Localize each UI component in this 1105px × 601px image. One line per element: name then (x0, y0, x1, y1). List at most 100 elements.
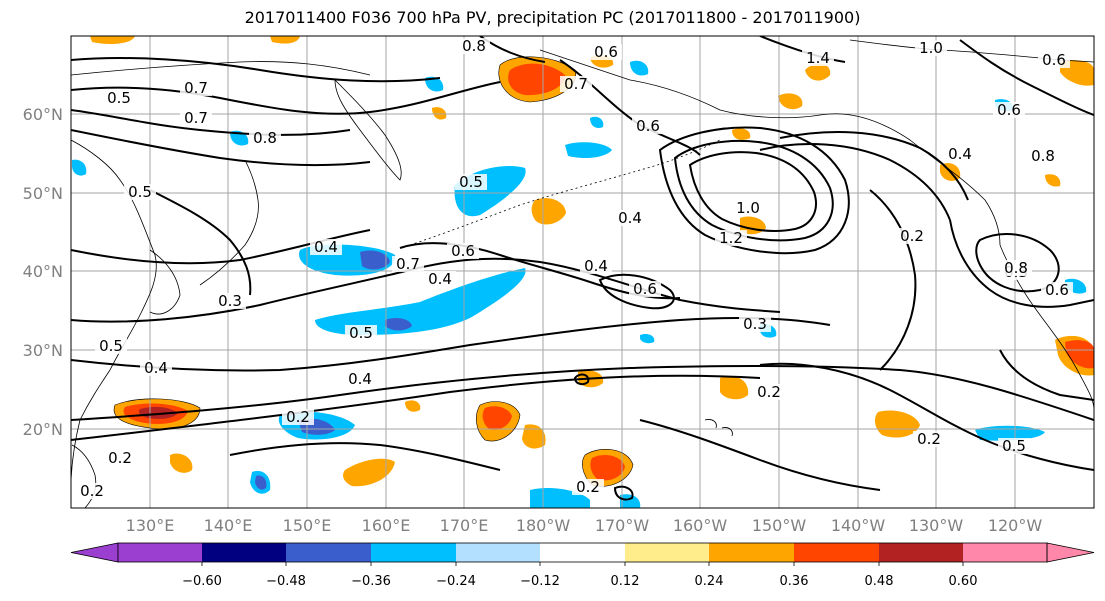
longitude-label: 130°E (126, 516, 175, 535)
contour-label: 0.8 (1004, 259, 1028, 277)
precip-positive-region (432, 107, 447, 120)
contour-label-bg (1041, 282, 1073, 298)
longitude-label: 160°E (362, 516, 411, 535)
colorbar-extend-max (1046, 542, 1095, 563)
precip-positive-region (805, 63, 831, 81)
colorbar (70, 542, 1095, 563)
coastline-korea (149, 249, 181, 315)
contour-label: 0.4 (314, 238, 338, 256)
contour-label: 0.5 (349, 324, 373, 342)
pv-contour (71, 57, 441, 83)
latitude-label: 30°N (23, 341, 63, 360)
pv-contour (613, 485, 634, 501)
pv-contour (959, 39, 1094, 116)
contour-label-bg (993, 102, 1025, 118)
precip-negative-region (425, 76, 444, 92)
contour-label-bg (447, 243, 479, 259)
contour-label: 0.4 (618, 209, 642, 227)
colorbar-segment (794, 543, 879, 562)
colorbar-segment (625, 543, 709, 562)
contour-label-bg (310, 239, 342, 255)
longitude-labels: 130°E 140°E 150°E 160°E 170°E 180°W 170°W 160°W… (126, 516, 1043, 535)
colorbar-tick-label: −0.36 (351, 574, 391, 589)
precip-positive-region (732, 128, 751, 140)
colorbar-tick-label: −0.60 (182, 574, 222, 589)
precipitation-anomaly-fills (72, 36, 1094, 508)
colorbar-tick-label: −0.24 (436, 574, 476, 589)
contour-label-bg (580, 258, 612, 274)
contour-label-bg (739, 316, 771, 332)
contour-label: 0.4 (144, 359, 168, 377)
colorbar-segment (540, 543, 625, 562)
contour-label-bg (1038, 52, 1070, 68)
colorbar-tick-label: −0.48 (266, 574, 306, 589)
map-title: 2017011400 F036 700 hPa PV, precipitatio… (244, 8, 861, 27)
contour-label: 0.6 (1042, 51, 1066, 69)
longitude-label: 150°E (283, 516, 332, 535)
colorbar-segment (879, 543, 963, 562)
contour-label: 0.6 (1045, 281, 1069, 299)
contour-label-bg (944, 146, 976, 162)
precip-negative-region (72, 159, 87, 176)
pv-contour (975, 233, 1060, 293)
contour-label-bg (632, 118, 664, 134)
contour-label: 0.4 (348, 370, 372, 388)
pv-contour (71, 364, 1094, 421)
precip-positive-region (531, 198, 566, 225)
contour-label-bg (572, 479, 604, 495)
contour-label-bg (180, 110, 212, 126)
contour-label-bg (140, 360, 172, 376)
contour-label: 1.0 (736, 199, 760, 217)
contour-label: 1.2 (719, 229, 743, 247)
contour-label: 0.5 (107, 89, 131, 107)
coastline-japan (199, 159, 259, 286)
colorbar-segment (709, 543, 794, 562)
contour-label: 0.2 (108, 449, 132, 467)
precip-positive-region (1045, 174, 1061, 187)
colorbar-segment (118, 543, 202, 562)
map-frame (70, 35, 1095, 509)
coastline-alaska (539, 49, 1001, 246)
colorbar-tick-label: 0.12 (611, 574, 640, 589)
pv-contour (149, 189, 252, 296)
pv-contour (71, 374, 761, 441)
pv-contour (688, 151, 817, 232)
contour-label-bg (998, 438, 1030, 454)
contour-label: 0.2 (80, 482, 104, 500)
colorbar-segment (456, 543, 540, 562)
pv-contour (949, 219, 1094, 308)
colorbar-tick-label: 0.60 (949, 574, 978, 589)
coastline-hawaii (704, 419, 733, 437)
contour-label: 0.2 (900, 227, 924, 245)
latitude-label: 40°N (23, 262, 63, 281)
contour-label-bg (76, 483, 108, 499)
coastline-kamchatka (334, 79, 402, 181)
contour-label-bg (1000, 260, 1032, 276)
pv-contours (71, 36, 1094, 501)
contour-label: 0.6 (594, 43, 618, 61)
precip-positive-region (590, 455, 625, 481)
latitude-labels: 60°N 50°N 40°N 30°N 20°N (23, 105, 63, 439)
contour-label-bg (282, 409, 314, 425)
contour-label-bg (732, 200, 764, 216)
precip-negative-region (630, 60, 649, 76)
contour-label: 0.7 (184, 79, 208, 97)
contour-label: 1.0 (919, 39, 943, 57)
contour-label: 1.4 (806, 49, 830, 67)
longitude-label: 150°W (752, 516, 807, 535)
colorbar-frame (117, 542, 1048, 563)
contour-label: 0.2 (286, 408, 310, 426)
longitude-label: 170°E (440, 516, 489, 535)
contour-label: 0.3 (743, 315, 767, 333)
contour-label: 0.7 (564, 75, 588, 93)
contour-label: 0.7 (396, 255, 420, 273)
contour-label: 0.6 (633, 280, 657, 298)
contour-label: 0.6 (997, 101, 1021, 119)
contour-label: 0.8 (1031, 147, 1055, 165)
contour-label: 0.8 (253, 129, 277, 147)
pv-contour (573, 373, 590, 386)
contour-label-bg (124, 184, 156, 200)
contour-label-bg (753, 384, 785, 400)
colorbar-segment (371, 543, 456, 562)
